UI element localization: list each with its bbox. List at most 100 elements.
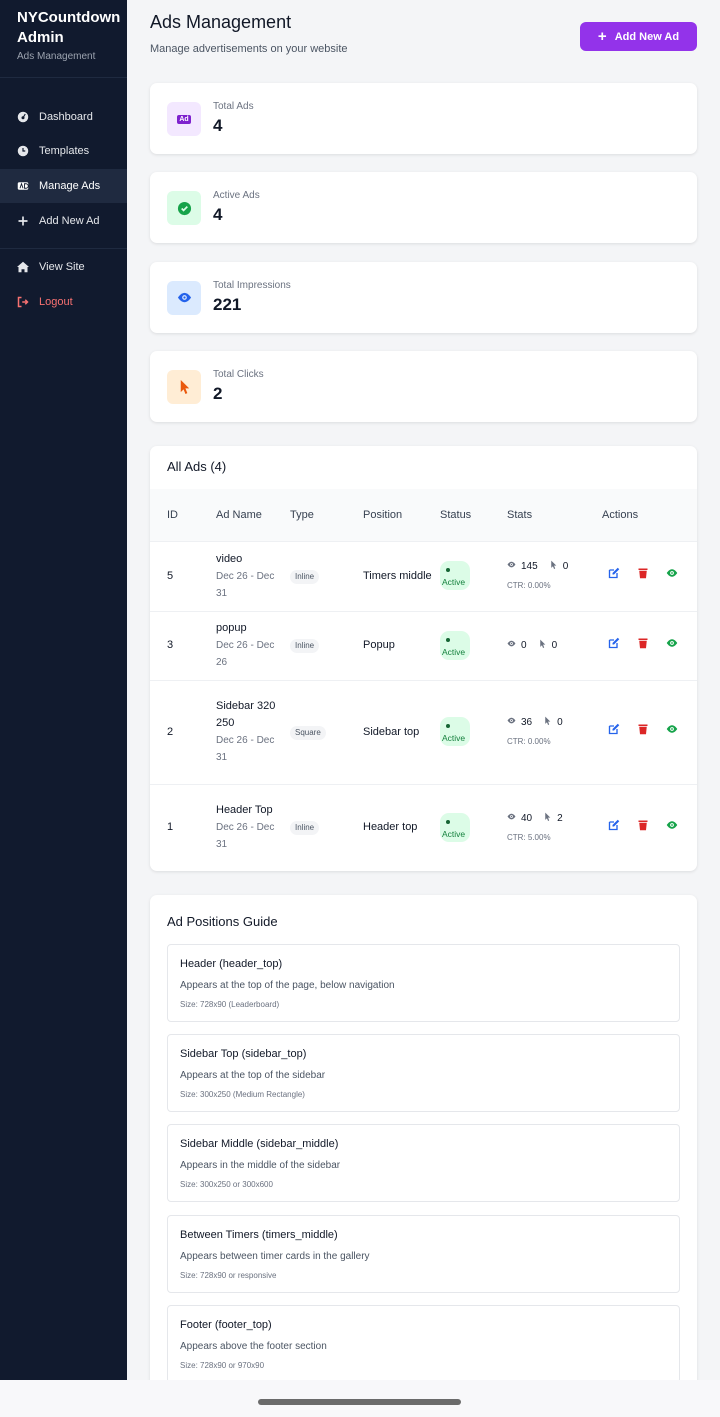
type-cell: Inline bbox=[286, 610, 359, 680]
guide-size: Size: 300x250 or 300x600 bbox=[180, 1180, 273, 1190]
icon-part bbox=[608, 569, 618, 579]
guide-name: Between Timers (timers_middle) bbox=[180, 1228, 338, 1241]
type-pill: Square bbox=[290, 725, 326, 740]
icon-part bbox=[638, 820, 648, 822]
impressions: 36 bbox=[521, 717, 533, 728]
stats-line: 40 2 bbox=[507, 810, 594, 827]
delete-button[interactable] bbox=[637, 567, 649, 585]
icon-part bbox=[177, 201, 191, 215]
ad-position: Header top bbox=[359, 783, 436, 871]
ad-name: popup bbox=[216, 622, 247, 634]
icon-part bbox=[510, 563, 513, 566]
icon-part bbox=[638, 724, 648, 726]
plus-icon: + bbox=[597, 28, 607, 45]
icon-part bbox=[545, 716, 551, 725]
nav-item[interactable]: View Site bbox=[0, 250, 127, 284]
edit-button[interactable] bbox=[608, 567, 620, 585]
actions-cell bbox=[598, 679, 697, 784]
page-subtitle: Manage advertisements on your website bbox=[150, 43, 348, 55]
nav-item[interactable]: Templates bbox=[0, 134, 127, 168]
actions-cell bbox=[598, 783, 697, 871]
column-header: Actions bbox=[598, 489, 697, 541]
view-button[interactable] bbox=[666, 567, 678, 585]
ads-table: ID Ad Name Type Position Status Stats Actions … bbox=[150, 489, 697, 871]
header-row: ID Ad Name Type Position Status Stats Actions bbox=[150, 489, 697, 541]
clicks: 2 bbox=[557, 812, 563, 824]
icon-part bbox=[671, 823, 673, 826]
stat-value: 2 bbox=[213, 383, 223, 403]
type-cell: Inline bbox=[286, 783, 359, 871]
delete-button[interactable] bbox=[637, 819, 649, 837]
app: NYCountdown Admin Ads Management Dashboa… bbox=[0, 0, 697, 1380]
edit-button[interactable] bbox=[608, 819, 620, 837]
stats-cell: 145 0 CTR: 0.00% bbox=[503, 540, 598, 611]
status-label: Active bbox=[442, 733, 466, 743]
icon-part bbox=[17, 261, 29, 273]
stat-value: 4 bbox=[213, 205, 223, 225]
edit-button[interactable] bbox=[608, 637, 620, 655]
nav-item[interactable]: Logout bbox=[0, 285, 127, 319]
icon-part bbox=[17, 296, 22, 308]
icon-part bbox=[507, 717, 516, 724]
nav-item[interactable]: Manage Ads bbox=[0, 169, 127, 203]
status-badge: Active bbox=[440, 630, 470, 660]
stats-line: 145 0 bbox=[507, 558, 594, 575]
nav-label: View Site bbox=[39, 261, 85, 273]
icon-part bbox=[19, 182, 29, 189]
add-button[interactable]: + Add New Ad bbox=[580, 22, 697, 51]
icon-part bbox=[17, 145, 29, 157]
delete-button[interactable] bbox=[637, 637, 649, 655]
icon-part bbox=[17, 296, 29, 308]
column-header: Stats bbox=[503, 489, 598, 541]
view-button[interactable] bbox=[666, 637, 678, 655]
stat-icon bbox=[167, 369, 201, 404]
icon-part bbox=[639, 822, 647, 830]
nav-item[interactable]: Add New Ad bbox=[0, 204, 127, 238]
nav-item[interactable]: Dashboard bbox=[0, 100, 127, 134]
ctr: CTR: 0.00% bbox=[507, 737, 551, 746]
ad-name-cell: video Dec 26 - Dec 31 bbox=[212, 540, 286, 611]
impressions: 40 bbox=[521, 812, 533, 824]
status-cell: Active bbox=[436, 610, 503, 680]
ad-dates: Dec 26 - Dec 31 bbox=[216, 735, 275, 763]
ad-name-cell: popup Dec 26 - Dec 26 bbox=[212, 610, 286, 680]
ad-id: 2 bbox=[150, 679, 212, 784]
stats-cell: 40 2 CTR: 5.00% bbox=[503, 783, 598, 871]
stat-card: Active Ads 4 bbox=[150, 172, 697, 244]
delete-button[interactable] bbox=[637, 723, 649, 741]
nav-label: Dashboard bbox=[39, 111, 93, 123]
edit-button[interactable] bbox=[608, 723, 620, 741]
stat-card: Total Impressions 221 bbox=[150, 261, 697, 333]
icon-part bbox=[666, 569, 678, 577]
ads-table-card: All Ads (4) ID Ad Name Type Position Status S… bbox=[150, 446, 697, 871]
page-title: Ads Management bbox=[150, 12, 292, 32]
view-button[interactable] bbox=[666, 723, 678, 741]
icon-part bbox=[612, 567, 620, 575]
icon-part bbox=[177, 292, 191, 303]
guide-size: Size: 728x90 or 970x90 bbox=[180, 1360, 265, 1370]
icon-part bbox=[539, 639, 545, 648]
type-cell: Square bbox=[286, 679, 359, 784]
brand: NYCountdown Admin bbox=[17, 9, 121, 46]
status-cell: Active bbox=[436, 540, 503, 611]
status-label: Active bbox=[442, 828, 466, 839]
stat-label: Total Ads bbox=[213, 101, 254, 112]
icon-part bbox=[666, 638, 678, 647]
guide-name: Sidebar Middle (sidebar_middle) bbox=[180, 1138, 339, 1151]
impressions: 0 bbox=[521, 640, 527, 651]
guide-title: Ad Positions Guide bbox=[167, 914, 278, 929]
guide-description: Appears at the top of the page, below na… bbox=[180, 980, 395, 991]
icon-part bbox=[638, 638, 648, 640]
guide-item: Between Timers (timers_middle) Appears be… bbox=[167, 1214, 680, 1293]
ad-id: 3 bbox=[150, 610, 212, 680]
icon-part bbox=[22, 148, 26, 152]
view-button[interactable] bbox=[666, 819, 678, 837]
status-dot bbox=[446, 819, 450, 824]
clicks: 0 bbox=[562, 561, 569, 572]
actions bbox=[602, 637, 693, 655]
stat-label: Active Ads bbox=[213, 190, 260, 202]
ad-id: 5 bbox=[150, 540, 212, 611]
